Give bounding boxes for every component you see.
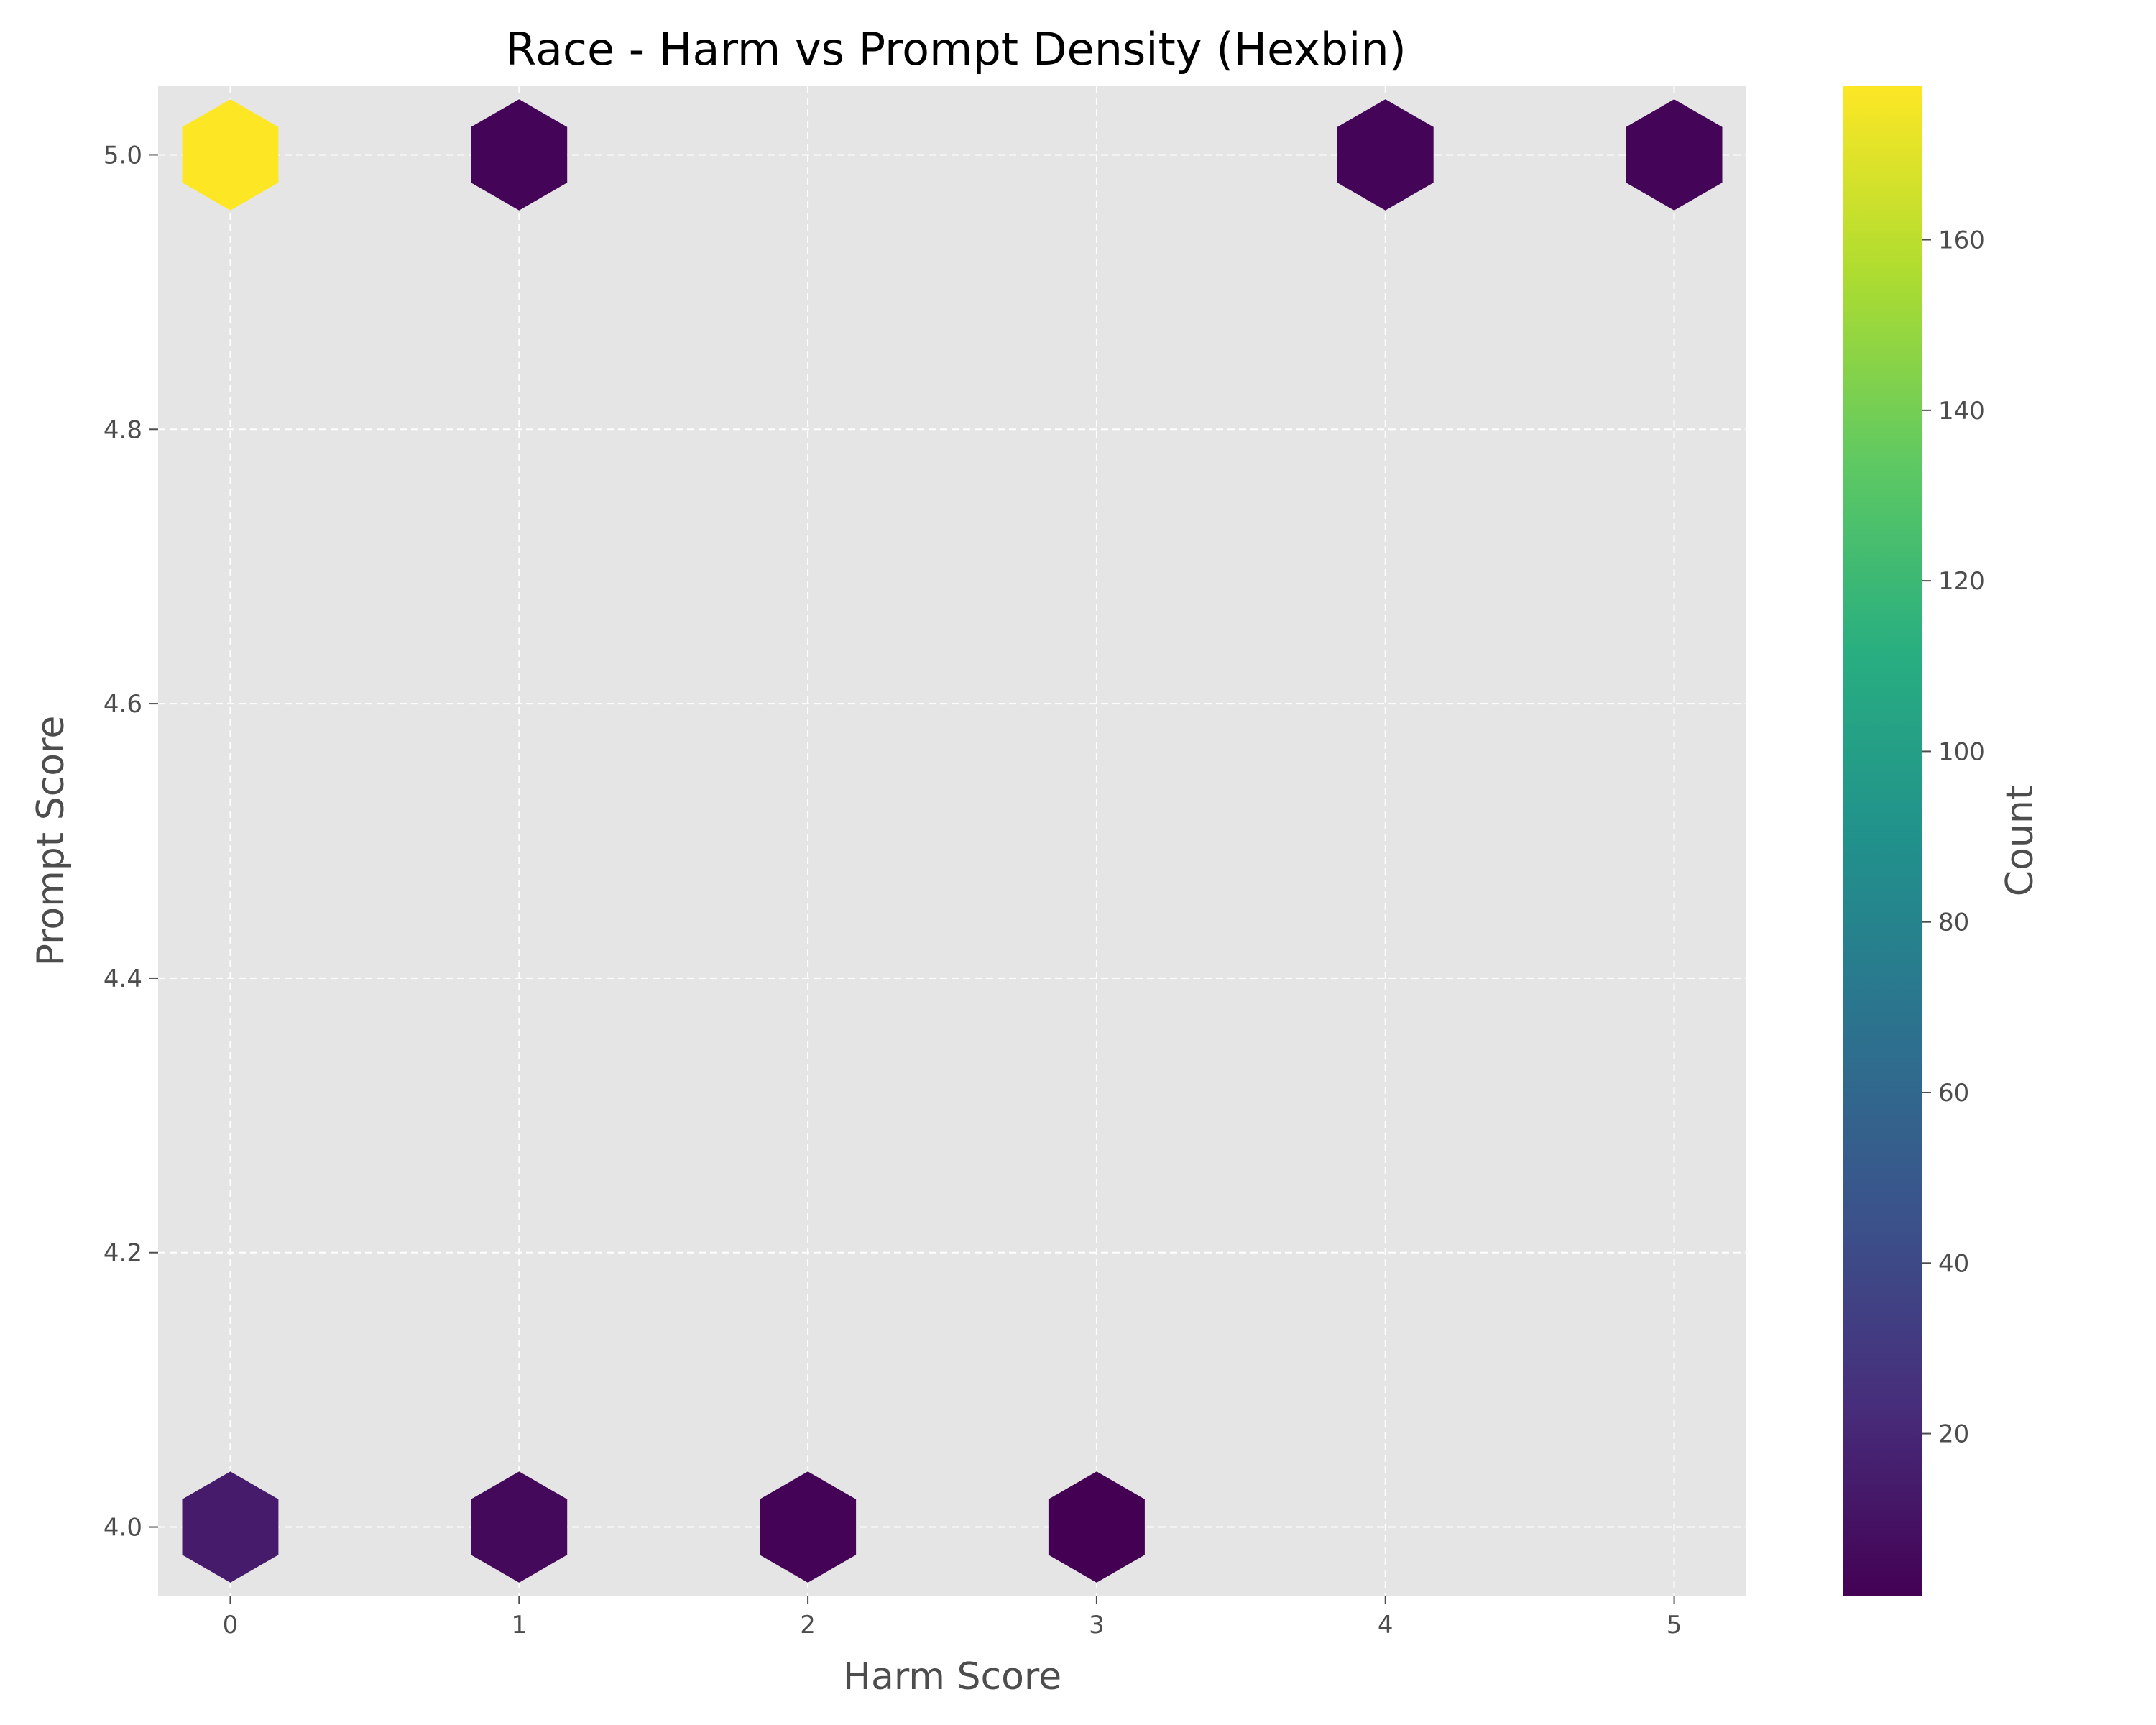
hexbin-cell <box>182 1471 279 1583</box>
x-gridlines <box>229 86 1675 1596</box>
colorbar-tick-label: 60 <box>1938 1079 1969 1108</box>
hexbin-cell <box>1337 99 1434 211</box>
x-tick-label: 2 <box>800 1611 816 1639</box>
hexbin-cells <box>182 99 1723 1583</box>
colorbar-tick-label: 160 <box>1938 226 1985 255</box>
x-tick-label: 4 <box>1378 1611 1393 1639</box>
hexbin-cell <box>760 1471 857 1583</box>
colorbar-tick-label: 40 <box>1938 1249 1969 1278</box>
y-gridlines <box>158 154 1746 1528</box>
x-tick-label: 5 <box>1667 1611 1682 1639</box>
x-tick-label: 3 <box>1089 1611 1105 1639</box>
y-tick-label: 4.8 <box>103 415 142 444</box>
colorbar-tick-label: 120 <box>1938 567 1985 596</box>
colorbar-label: Count <box>1999 786 2042 896</box>
colorbar-tick-label: 80 <box>1938 908 1969 937</box>
hexbin-cell <box>471 1471 568 1583</box>
colorbar-tick-label: 100 <box>1938 737 1985 766</box>
colorbar-tick-label: 140 <box>1938 397 1985 426</box>
colorbar <box>1843 86 1922 1596</box>
x-tick-label: 1 <box>511 1611 527 1639</box>
colorbar-ticks: 20 40 60 80 100 120 140 160 <box>1922 226 1985 1449</box>
hexbin-cell <box>471 99 568 211</box>
y-axis-label: Prompt Score <box>29 716 73 967</box>
x-tick-label: 0 <box>223 1611 239 1639</box>
y-tick-label: 4.4 <box>103 965 142 993</box>
x-axis-ticks: 0 1 2 3 4 5 <box>223 1596 1682 1639</box>
y-tick-label: 4.2 <box>103 1239 142 1268</box>
x-axis-label: Harm Score <box>843 1655 1061 1698</box>
y-tick-label: 4.0 <box>103 1514 142 1542</box>
hexbin-cell <box>1626 99 1723 211</box>
hexbin-cell <box>1048 1471 1145 1583</box>
y-tick-label: 4.6 <box>103 690 142 719</box>
y-tick-label: 5.0 <box>103 141 142 170</box>
y-axis-ticks: 4.0 4.2 4.4 4.6 4.8 5.0 <box>103 141 158 1542</box>
plot-area <box>158 86 1746 1596</box>
chart-title: Race - Harm vs Prompt Density (Hexbin) <box>505 23 1406 75</box>
colorbar-tick-label: 20 <box>1938 1420 1969 1449</box>
hexbin-cell <box>182 99 279 211</box>
